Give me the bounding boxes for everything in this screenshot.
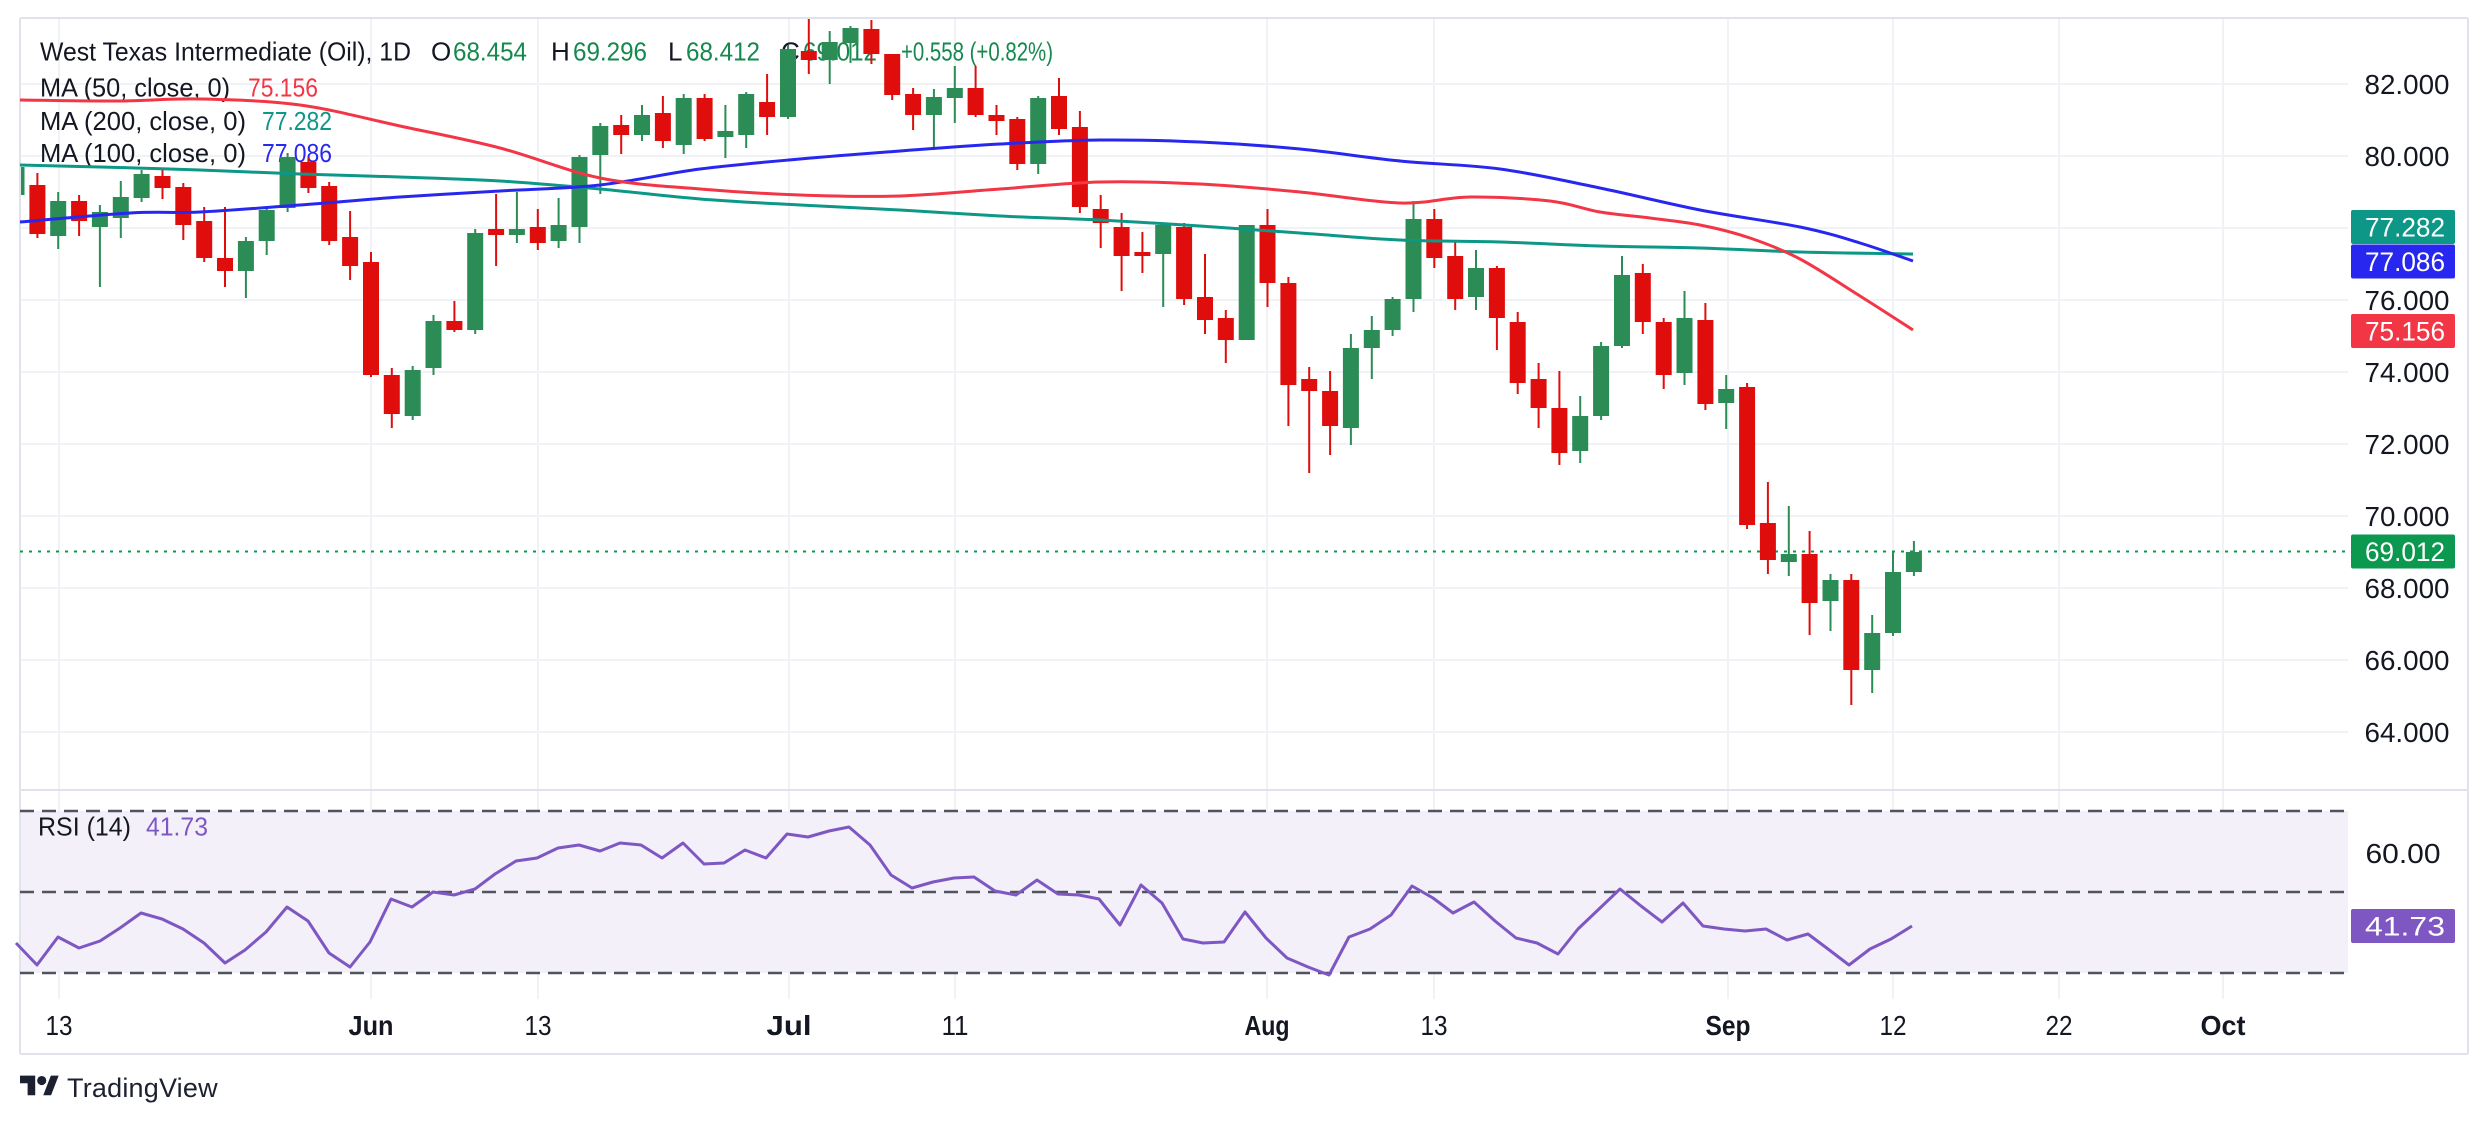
svg-text:77.282: 77.282 — [262, 106, 332, 136]
svg-text:Jun: Jun — [349, 1010, 394, 1041]
svg-text:Aug: Aug — [1245, 1010, 1290, 1041]
svg-text:O: O — [431, 37, 451, 67]
svg-text:H: H — [551, 37, 570, 67]
svg-text:L: L — [668, 37, 682, 67]
svg-text:77.086: 77.086 — [262, 138, 332, 168]
svg-text:74.000: 74.000 — [2365, 357, 2450, 388]
svg-text:13: 13 — [525, 1010, 552, 1041]
svg-text:69.012: 69.012 — [2365, 537, 2445, 567]
svg-text:13: 13 — [1421, 1010, 1448, 1041]
svg-text:68.454: 68.454 — [453, 37, 527, 67]
svg-text:MA (200, close, 0): MA (200, close, 0) — [40, 106, 246, 136]
svg-text:68.000: 68.000 — [2365, 573, 2450, 604]
svg-text:TradingView: TradingView — [67, 1073, 218, 1103]
svg-text:13: 13 — [46, 1010, 73, 1041]
svg-text:75.156: 75.156 — [2365, 317, 2445, 347]
svg-text:22: 22 — [2046, 1010, 2073, 1041]
svg-text:72.000: 72.000 — [2365, 429, 2450, 460]
svg-text:+0.558 (+0.82%): +0.558 (+0.82%) — [901, 37, 1053, 67]
svg-text:41.73: 41.73 — [146, 812, 208, 842]
svg-text:75.156: 75.156 — [248, 73, 318, 103]
svg-text:82.000: 82.000 — [2365, 69, 2450, 100]
svg-text:Jul: Jul — [767, 1010, 812, 1041]
svg-text:80.000: 80.000 — [2365, 141, 2450, 172]
svg-text:70.000: 70.000 — [2365, 501, 2450, 532]
svg-text:Oct: Oct — [2201, 1010, 2246, 1041]
svg-text:MA (100, close, 0): MA (100, close, 0) — [40, 138, 246, 168]
svg-text:12: 12 — [1880, 1010, 1907, 1041]
svg-text:77.086: 77.086 — [2365, 247, 2445, 277]
svg-text:77.282: 77.282 — [2365, 213, 2445, 243]
svg-text:Sep: Sep — [1706, 1010, 1751, 1041]
svg-text:60.00: 60.00 — [2366, 838, 2441, 869]
svg-text:41.73: 41.73 — [2365, 912, 2445, 942]
svg-text:76.000: 76.000 — [2365, 285, 2450, 316]
svg-text:RSI (14): RSI (14) — [38, 812, 131, 842]
svg-text:64.000: 64.000 — [2365, 717, 2450, 748]
svg-text:11: 11 — [942, 1010, 969, 1041]
svg-text:69.296: 69.296 — [573, 37, 647, 67]
svg-text:66.000: 66.000 — [2365, 645, 2450, 676]
svg-text:68.412: 68.412 — [686, 37, 760, 67]
svg-text:West Texas Intermediate (Oil),: West Texas Intermediate (Oil), 1D — [40, 37, 411, 67]
